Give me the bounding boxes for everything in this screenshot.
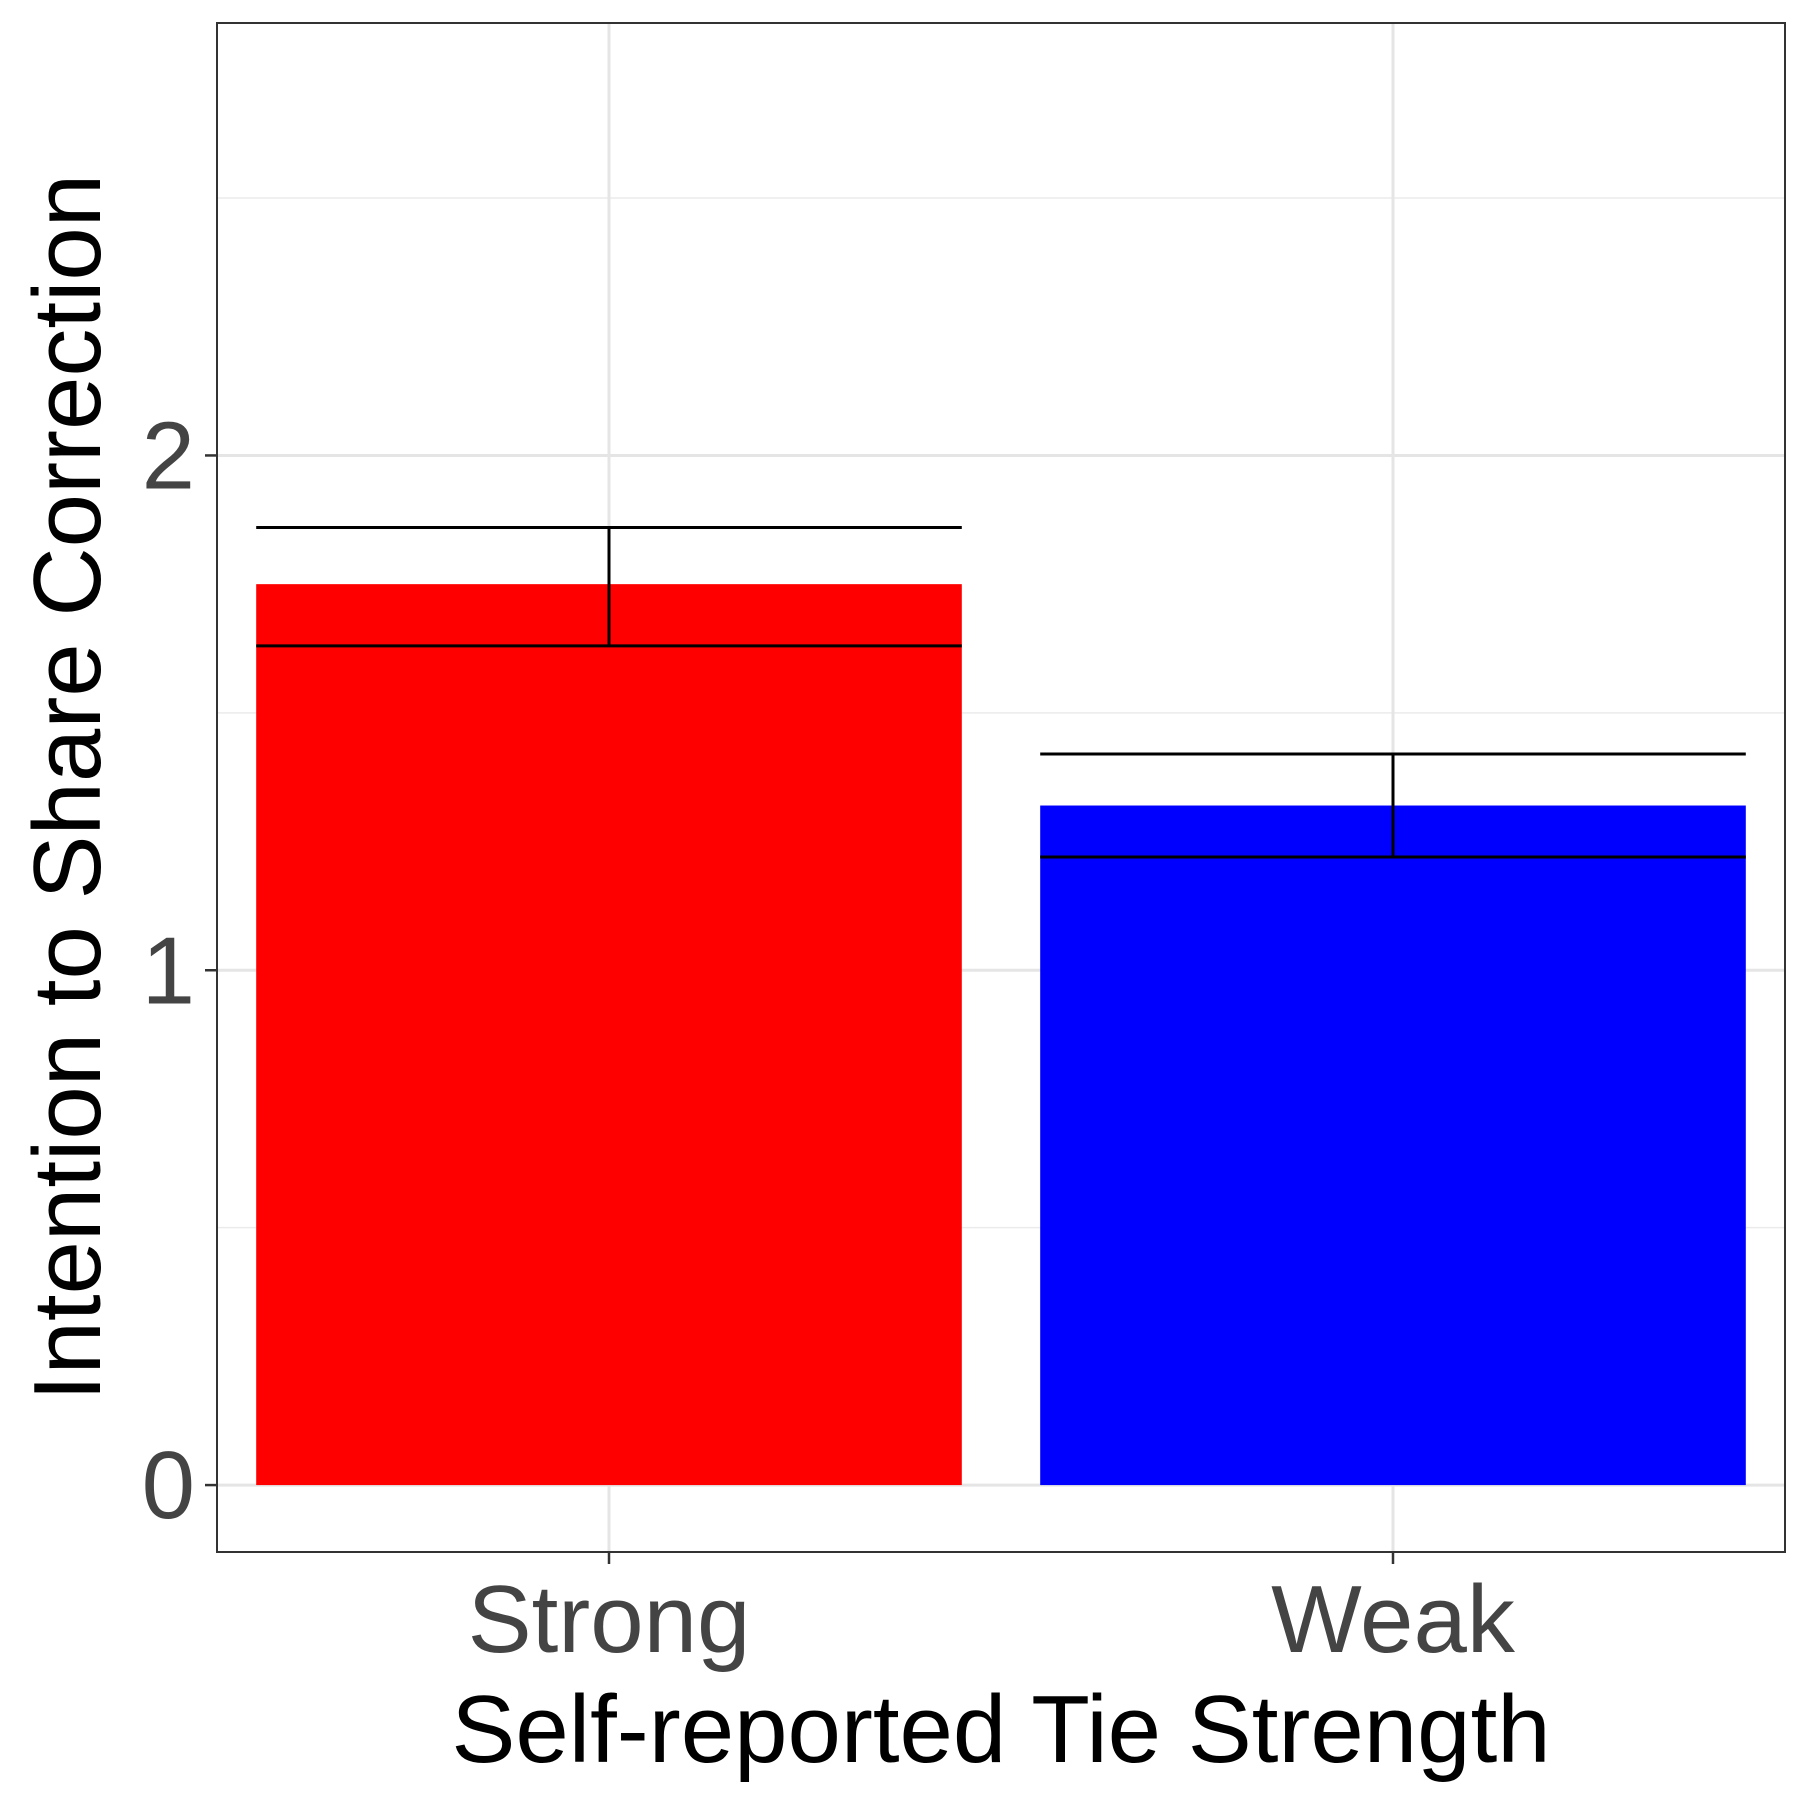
axis-ticks: 0 1 2 Strong Weak (142, 402, 1516, 1673)
x-tick-label: Strong (468, 1566, 751, 1673)
error-bars (256, 526, 1746, 859)
x-tick-label: Weak (1271, 1566, 1516, 1673)
plot-panel-border (216, 22, 1786, 1553)
bar-strong (256, 584, 962, 1486)
bars (256, 584, 1746, 1486)
y-axis-title: Intention to Share Correction (14, 174, 121, 1401)
y-tick-label: 0 (142, 1432, 195, 1539)
y-tick-label: 1 (142, 917, 195, 1024)
y-tick-label: 2 (142, 402, 195, 509)
bar-weak (1040, 805, 1746, 1486)
x-axis-title: Self-reported Tie Strength (451, 1676, 1550, 1783)
